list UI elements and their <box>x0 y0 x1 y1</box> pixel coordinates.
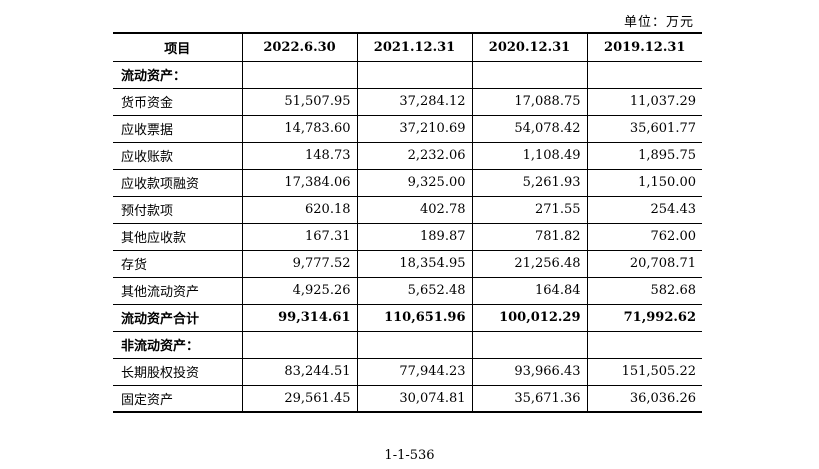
value-cell: 762.00 <box>586 222 702 251</box>
header-item: 项目 <box>113 32 243 62</box>
row-label: 其他流动资产 <box>113 276 243 305</box>
row-label: 应收款项融资 <box>113 168 243 197</box>
value-cell: 37,210.69 <box>356 114 473 143</box>
value-cell: 18,354.95 <box>356 249 473 278</box>
value-cell: 9,325.00 <box>356 168 473 197</box>
value-cell: 83,244.51 <box>241 357 358 386</box>
row-label: 应收账款 <box>113 141 243 170</box>
table-header-row: 项目 2022.6.30 2021.12.31 2020.12.31 2019.… <box>113 32 702 62</box>
value-cell: 20,708.71 <box>586 249 702 278</box>
header-date: 2021.12.31 <box>356 32 473 62</box>
value-cell: 5,652.48 <box>356 276 473 305</box>
page-number: 1-1-536 <box>384 448 435 463</box>
section-header-row: 非流动资产： <box>113 330 702 359</box>
section-header-row: 流动资产： <box>113 60 702 89</box>
value-cell: 781.82 <box>471 222 588 251</box>
header-date: 2020.12.31 <box>471 32 588 62</box>
unit-label: 单位：万元 <box>623 15 694 30</box>
value-cell: 151,505.22 <box>586 357 702 386</box>
value-cell <box>356 60 473 89</box>
table-row: 其他应收款 167.31 189.87 781.82 762.00 <box>113 222 702 251</box>
value-cell: 29,561.45 <box>241 384 358 413</box>
value-cell: 1,108.49 <box>471 141 588 170</box>
row-label: 非流动资产： <box>113 330 243 359</box>
table-row: 应收款项融资 17,384.06 9,325.00 5,261.93 1,150.00 <box>113 168 702 197</box>
table-row: 应收票据 14,783.60 37,210.69 54,078.42 35,601.77 <box>113 114 702 143</box>
value-cell <box>241 60 358 89</box>
value-cell: 110,651.96 <box>356 303 473 332</box>
value-cell: 167.31 <box>241 222 358 251</box>
value-cell: 93,966.43 <box>471 357 588 386</box>
table-row: 存货 9,777.52 18,354.95 21,256.48 20,708.71 <box>113 249 702 278</box>
value-cell: 14,783.60 <box>241 114 358 143</box>
value-cell: 77,944.23 <box>356 357 473 386</box>
row-label: 其他应收款 <box>113 222 243 251</box>
balance-sheet-table: 项目 2022.6.30 2021.12.31 2020.12.31 2019.… <box>113 32 702 413</box>
value-cell: 254.43 <box>586 195 702 224</box>
row-label: 流动资产合计 <box>113 303 243 332</box>
table-row: 预付款项 620.18 402.78 271.55 254.43 <box>113 195 702 224</box>
value-cell: 1,895.75 <box>586 141 702 170</box>
row-label: 流动资产： <box>113 60 243 89</box>
value-cell: 30,074.81 <box>356 384 473 413</box>
value-cell: 271.55 <box>471 195 588 224</box>
value-cell <box>471 330 588 359</box>
value-cell: 11,037.29 <box>586 87 702 116</box>
table-row: 固定资产 29,561.45 30,074.81 35,671.36 36,036.26 <box>113 384 702 413</box>
value-cell <box>241 330 358 359</box>
row-label: 预付款项 <box>113 195 243 224</box>
header-date: 2022.6.30 <box>241 32 358 62</box>
value-cell: 620.18 <box>241 195 358 224</box>
value-cell: 36,036.26 <box>586 384 702 413</box>
value-cell: 71,992.62 <box>586 303 702 332</box>
table-row: 应收账款 148.73 2,232.06 1,108.49 1,895.75 <box>113 141 702 170</box>
value-cell: 2,232.06 <box>356 141 473 170</box>
row-label: 固定资产 <box>113 384 243 413</box>
row-label: 应收票据 <box>113 114 243 143</box>
value-cell: 1,150.00 <box>586 168 702 197</box>
value-cell: 17,088.75 <box>471 87 588 116</box>
row-label: 存货 <box>113 249 243 278</box>
value-cell <box>586 330 702 359</box>
value-cell: 54,078.42 <box>471 114 588 143</box>
table-row: 货币资金 51,507.95 37,284.12 17,088.75 11,037.29 <box>113 87 702 116</box>
value-cell: 148.73 <box>241 141 358 170</box>
row-label: 货币资金 <box>113 87 243 116</box>
value-cell: 100,012.29 <box>471 303 588 332</box>
value-cell: 17,384.06 <box>241 168 358 197</box>
row-label: 长期股权投资 <box>113 357 243 386</box>
value-cell: 164.84 <box>471 276 588 305</box>
value-cell: 21,256.48 <box>471 249 588 278</box>
value-cell: 4,925.26 <box>241 276 358 305</box>
subtotal-row: 流动资产合计 99,314.61 110,651.96 100,012.29 71,99… <box>113 303 702 332</box>
value-cell <box>471 60 588 89</box>
table-row: 长期股权投资 83,244.51 77,944.23 93,966.43 151,505… <box>113 357 702 386</box>
table-row: 其他流动资产 4,925.26 5,652.48 164.84 582.68 <box>113 276 702 305</box>
value-cell: 189.87 <box>356 222 473 251</box>
value-cell: 35,671.36 <box>471 384 588 413</box>
value-cell: 582.68 <box>586 276 702 305</box>
value-cell: 35,601.77 <box>586 114 702 143</box>
value-cell <box>356 330 473 359</box>
value-cell: 9,777.52 <box>241 249 358 278</box>
value-cell: 51,507.95 <box>241 87 358 116</box>
value-cell: 5,261.93 <box>471 168 588 197</box>
value-cell: 402.78 <box>356 195 473 224</box>
value-cell <box>586 60 702 89</box>
header-date: 2019.12.31 <box>586 32 702 62</box>
value-cell: 37,284.12 <box>356 87 473 116</box>
value-cell: 99,314.61 <box>241 303 358 332</box>
